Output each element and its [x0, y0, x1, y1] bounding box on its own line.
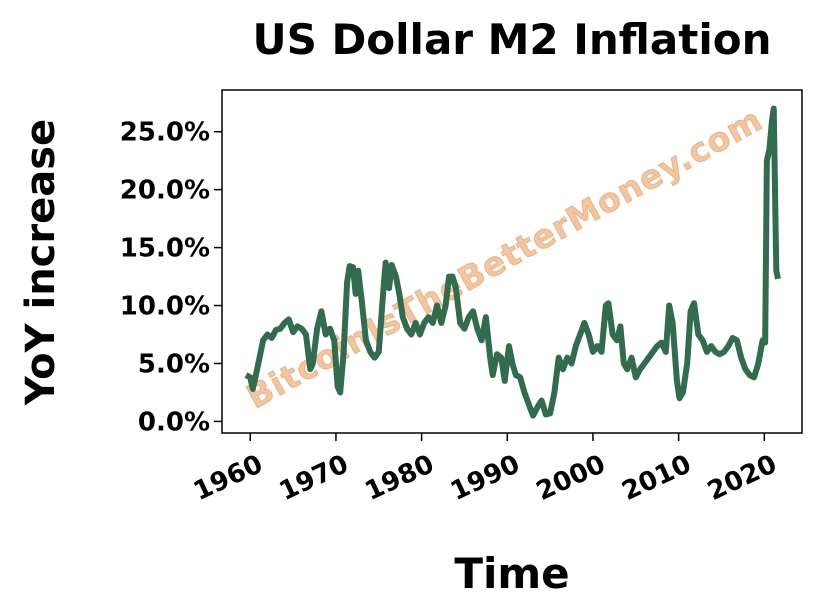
y-tick-label: 10.0% [120, 292, 210, 322]
x-tick-label: 2000 [532, 449, 610, 507]
data-line [244, 105, 781, 419]
y-tick-label: 20.0% [120, 176, 210, 206]
x-tick-label: 2020 [703, 449, 781, 507]
y-tick-label: 5.0% [138, 349, 210, 379]
y-tick-label: 25.0% [120, 118, 210, 148]
x-tick-label: 1980 [361, 449, 439, 507]
y-tick-label: 0.0% [138, 407, 210, 437]
plot-frame [221, 89, 803, 434]
x-tick-label: 2010 [618, 449, 696, 507]
y-tick-label: 15.0% [120, 234, 210, 264]
x-tick-label: 1960 [189, 449, 267, 507]
x-tick-label: 1970 [275, 449, 353, 507]
x-tick-label: 1990 [446, 449, 524, 507]
y-axis-label: YoY increase [18, 119, 64, 406]
chart-title: US Dollar M2 Inflation [252, 15, 771, 64]
x-axis-label: Time [454, 549, 569, 598]
